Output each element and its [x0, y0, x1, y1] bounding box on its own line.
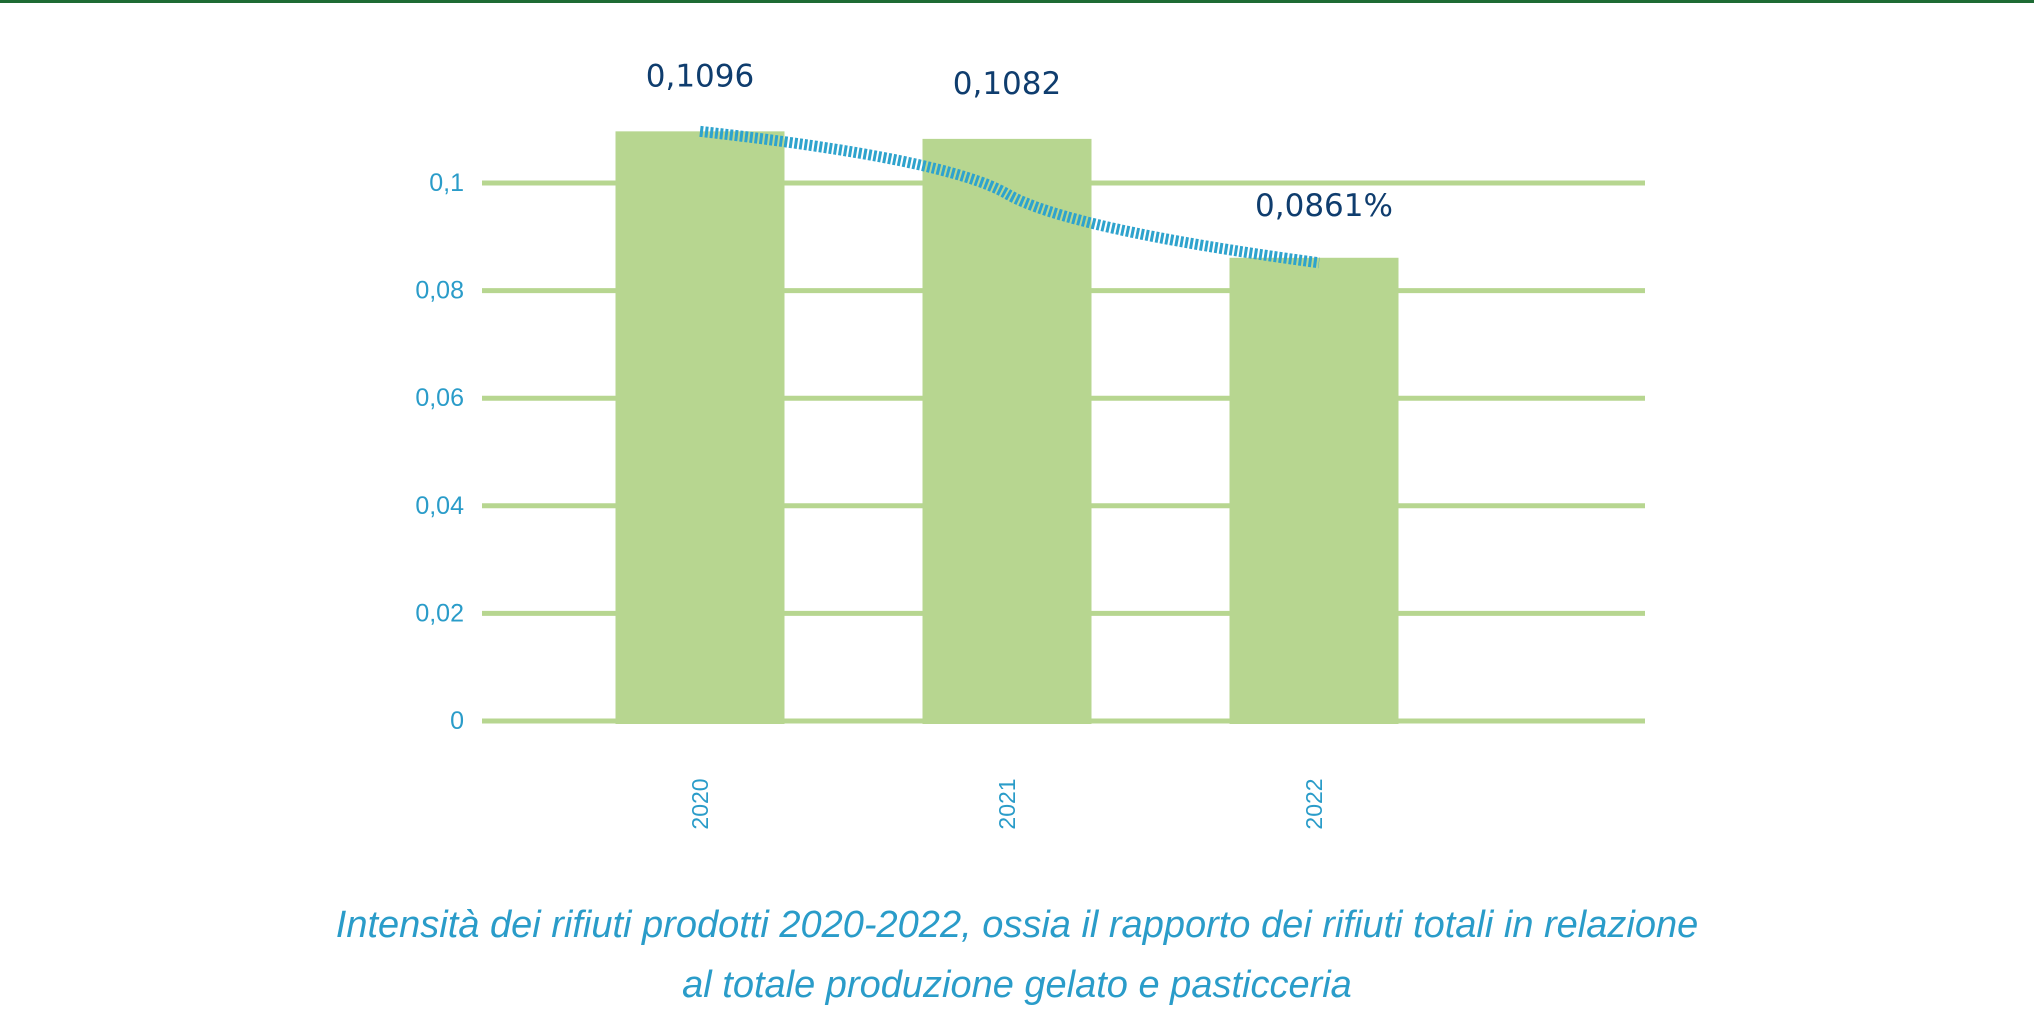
data-label: 0,1096	[646, 58, 754, 94]
top-border	[0, 0, 2034, 3]
bar-chart: 0 0,02 0,04 0,06 0,08 0,1 0,1096 2020 0,1082 2021…	[415, 58, 1645, 830]
bar-2020	[615, 131, 785, 725]
y-tick-label: 0,02	[415, 599, 464, 627]
y-tick-label: 0,06	[415, 384, 464, 412]
data-label: 0,0861%	[1255, 188, 1393, 224]
y-tick-label: 0,08	[415, 277, 464, 305]
chart-caption: Intensità dei rifiuti prodotti 2020-2022…	[0, 895, 2034, 1015]
bar-2021	[922, 138, 1092, 724]
y-tick-label: 0	[450, 707, 464, 735]
x-tick-label: 2020	[687, 778, 713, 829]
y-tick-label: 0,04	[415, 492, 464, 520]
y-tick-label: 0,1	[429, 169, 464, 197]
caption-line-2: al totale produzione gelato e pasticceri…	[682, 964, 1352, 1006]
bar-2022	[1229, 257, 1399, 724]
caption-line-1: Intensità dei rifiuti prodotti 2020-2022…	[335, 904, 1699, 946]
data-label: 0,1082	[953, 66, 1061, 102]
x-tick-label: 2022	[1301, 778, 1327, 829]
x-tick-label: 2021	[994, 778, 1020, 829]
